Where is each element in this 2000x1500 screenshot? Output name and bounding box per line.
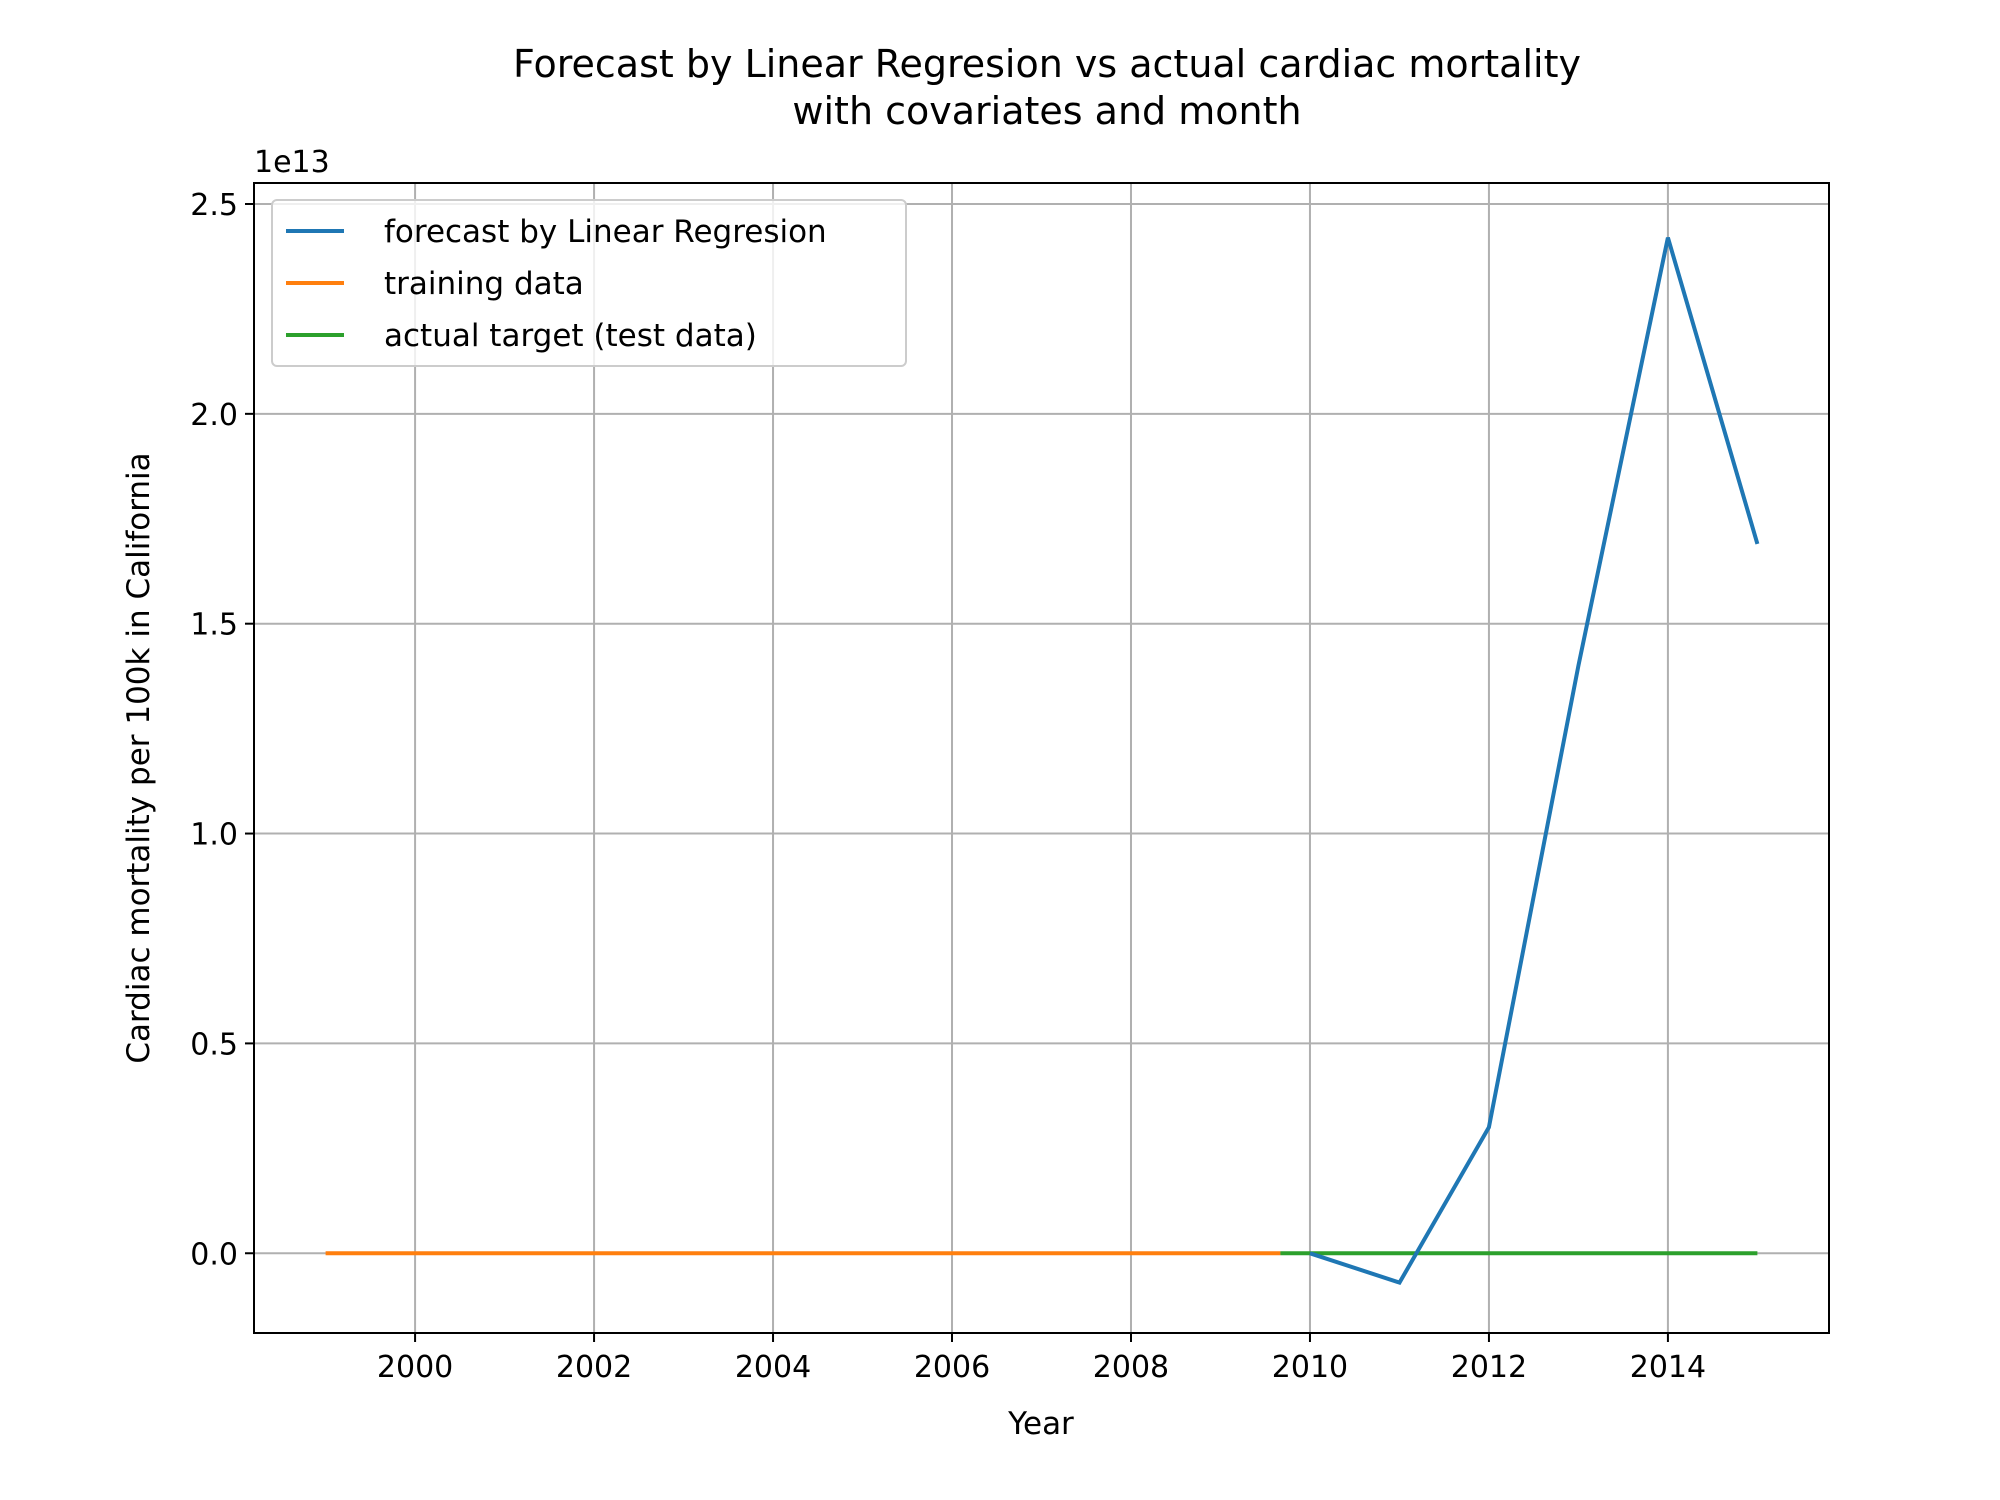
x-tick-label: 2006 — [914, 1350, 990, 1385]
legend-label: training data — [384, 266, 584, 302]
x-tick-label: 2000 — [377, 1350, 453, 1385]
series-layer — [325, 237, 1760, 1286]
x-tick-label: 2008 — [1093, 1350, 1169, 1385]
y-offset-label: 1e13 — [254, 145, 330, 180]
y-tick-label: 0.5 — [190, 1027, 238, 1062]
x-tick-label: 2002 — [556, 1350, 632, 1385]
x-tick-label: 2004 — [735, 1350, 811, 1385]
x-tick-label: 2012 — [1451, 1350, 1527, 1385]
y-tick-label: 0.0 — [190, 1237, 238, 1272]
chart-title-line-2: with covariates and month — [792, 89, 1301, 133]
x-tick-label: 2010 — [1272, 1350, 1348, 1385]
y-tick-label: 2.5 — [190, 188, 238, 223]
x-tick-label: 2014 — [1630, 1350, 1706, 1385]
y-tick-label: 1.0 — [190, 818, 238, 853]
ticks: 2000 2002 2004 2006 2008 2010 2012 2014 0.0 0.5 1.… — [190, 188, 1706, 1385]
legend-label: forecast by Linear Regresion — [384, 214, 827, 250]
legend: forecast by Linear Regresion training dat… — [271, 199, 907, 367]
legend-label: actual target (test data) — [384, 318, 757, 354]
plot-frame — [253, 182, 1830, 1334]
chart-title-line-1: Forecast by Linear Regresion vs actual c… — [513, 42, 1581, 86]
legend-box — [271, 199, 907, 367]
grid — [254, 183, 1829, 1333]
y-tick-label: 2.0 — [190, 398, 238, 433]
series-line-0 — [1309, 237, 1760, 1286]
y-axis-label: Cardiac mortality per 100k in California — [121, 452, 157, 1063]
y-tick-label: 1.5 — [190, 608, 238, 643]
x-axis-label: Year — [1007, 1406, 1074, 1442]
